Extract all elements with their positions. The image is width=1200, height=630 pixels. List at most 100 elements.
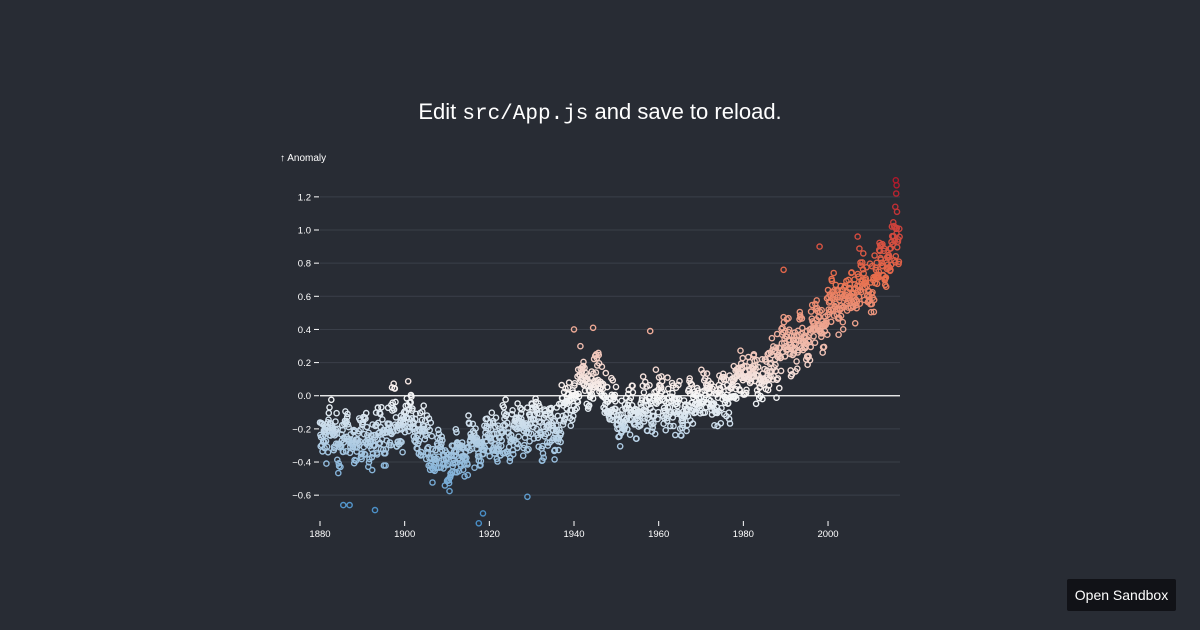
data-point — [536, 410, 544, 418]
data-point — [664, 385, 672, 393]
data-point — [780, 266, 787, 274]
y-axis: −0.6 −0.4 −0.2 0.0 0.2 0.4 0.6 0.8 1.0 1.2 — [292, 192, 319, 502]
data-point — [877, 256, 885, 264]
y-tick-label: −0.4 — [292, 458, 311, 469]
data-point — [438, 440, 445, 448]
data-point — [851, 319, 859, 327]
open-sandbox-button[interactable]: Open Sandbox — [1067, 579, 1176, 611]
data-point — [819, 349, 827, 356]
data-point — [382, 445, 390, 453]
data-point — [895, 258, 903, 266]
data-point — [896, 225, 903, 233]
data-point — [785, 326, 793, 334]
data-point — [409, 405, 416, 412]
data-point — [562, 411, 570, 419]
data-point — [344, 420, 352, 428]
data-point — [737, 347, 744, 355]
y-tick-label: −0.6 — [292, 491, 311, 502]
data-point — [333, 409, 340, 417]
data-point — [479, 450, 487, 458]
data-point — [387, 441, 395, 449]
data-point — [437, 443, 445, 451]
data-point — [855, 273, 862, 281]
data-point — [820, 343, 828, 351]
data-point — [521, 441, 528, 449]
data-point — [471, 464, 478, 472]
title-code-path: src/App.js — [462, 103, 589, 126]
data-point — [633, 435, 640, 443]
data-point — [893, 243, 901, 251]
data-point — [452, 425, 460, 433]
data-point — [685, 385, 693, 393]
data-point — [545, 429, 552, 437]
data-point — [325, 409, 333, 417]
data-point — [739, 354, 747, 362]
data-point — [807, 343, 815, 351]
data-point — [684, 421, 691, 429]
data-point — [776, 384, 783, 392]
data-point — [640, 389, 648, 396]
data-point — [639, 373, 647, 380]
data-point — [891, 237, 899, 245]
data-point — [506, 457, 514, 465]
data-point — [853, 301, 860, 309]
data-point — [451, 459, 459, 467]
data-point — [637, 422, 644, 429]
data-point — [553, 422, 560, 430]
data-point — [627, 394, 635, 402]
data-point — [860, 269, 868, 277]
x-tick-label: 1880 — [309, 529, 330, 540]
data-point — [638, 394, 646, 402]
data-point — [628, 401, 636, 409]
data-point — [465, 420, 473, 428]
data-point — [771, 348, 779, 355]
y-tick-label: −0.2 — [292, 424, 311, 435]
data-point — [813, 297, 821, 304]
data-point — [539, 450, 547, 457]
data-point — [816, 243, 823, 250]
data-point — [356, 438, 364, 445]
data-point — [772, 344, 780, 352]
data-point — [893, 208, 901, 216]
data-point — [429, 479, 436, 486]
data-point — [477, 461, 484, 469]
data-point — [612, 383, 620, 391]
data-point — [742, 389, 750, 397]
data-point — [365, 458, 373, 466]
data-point — [469, 420, 477, 428]
data-point — [392, 414, 400, 421]
y-tick-label: 0.6 — [298, 292, 311, 303]
data-point — [711, 421, 718, 429]
data-point — [654, 415, 661, 423]
data-point — [323, 460, 330, 467]
data-point — [683, 427, 690, 435]
data-point — [718, 404, 725, 412]
data-point — [856, 245, 863, 252]
data-point — [392, 398, 399, 406]
data-point — [856, 300, 864, 308]
data-point — [624, 425, 631, 433]
data-point — [661, 397, 669, 405]
data-point — [893, 181, 900, 189]
y-tick-label: 0.2 — [298, 358, 311, 369]
data-point — [495, 441, 502, 449]
data-point — [854, 233, 862, 240]
data-point — [519, 452, 527, 460]
data-point — [589, 395, 597, 402]
data-point — [735, 364, 742, 372]
data-point — [830, 269, 838, 277]
data-point — [343, 413, 351, 421]
data-point — [525, 445, 532, 453]
data-point — [484, 425, 492, 433]
data-point — [343, 417, 350, 425]
data-point — [420, 402, 428, 410]
data-point — [609, 376, 617, 384]
data-point — [461, 473, 468, 480]
data-point — [558, 381, 566, 389]
data-point — [650, 419, 657, 427]
data-point — [498, 437, 506, 444]
data-point — [464, 461, 471, 468]
page-title: Edit src/App.js and save to reload. — [0, 99, 1200, 126]
data-point — [640, 418, 648, 425]
